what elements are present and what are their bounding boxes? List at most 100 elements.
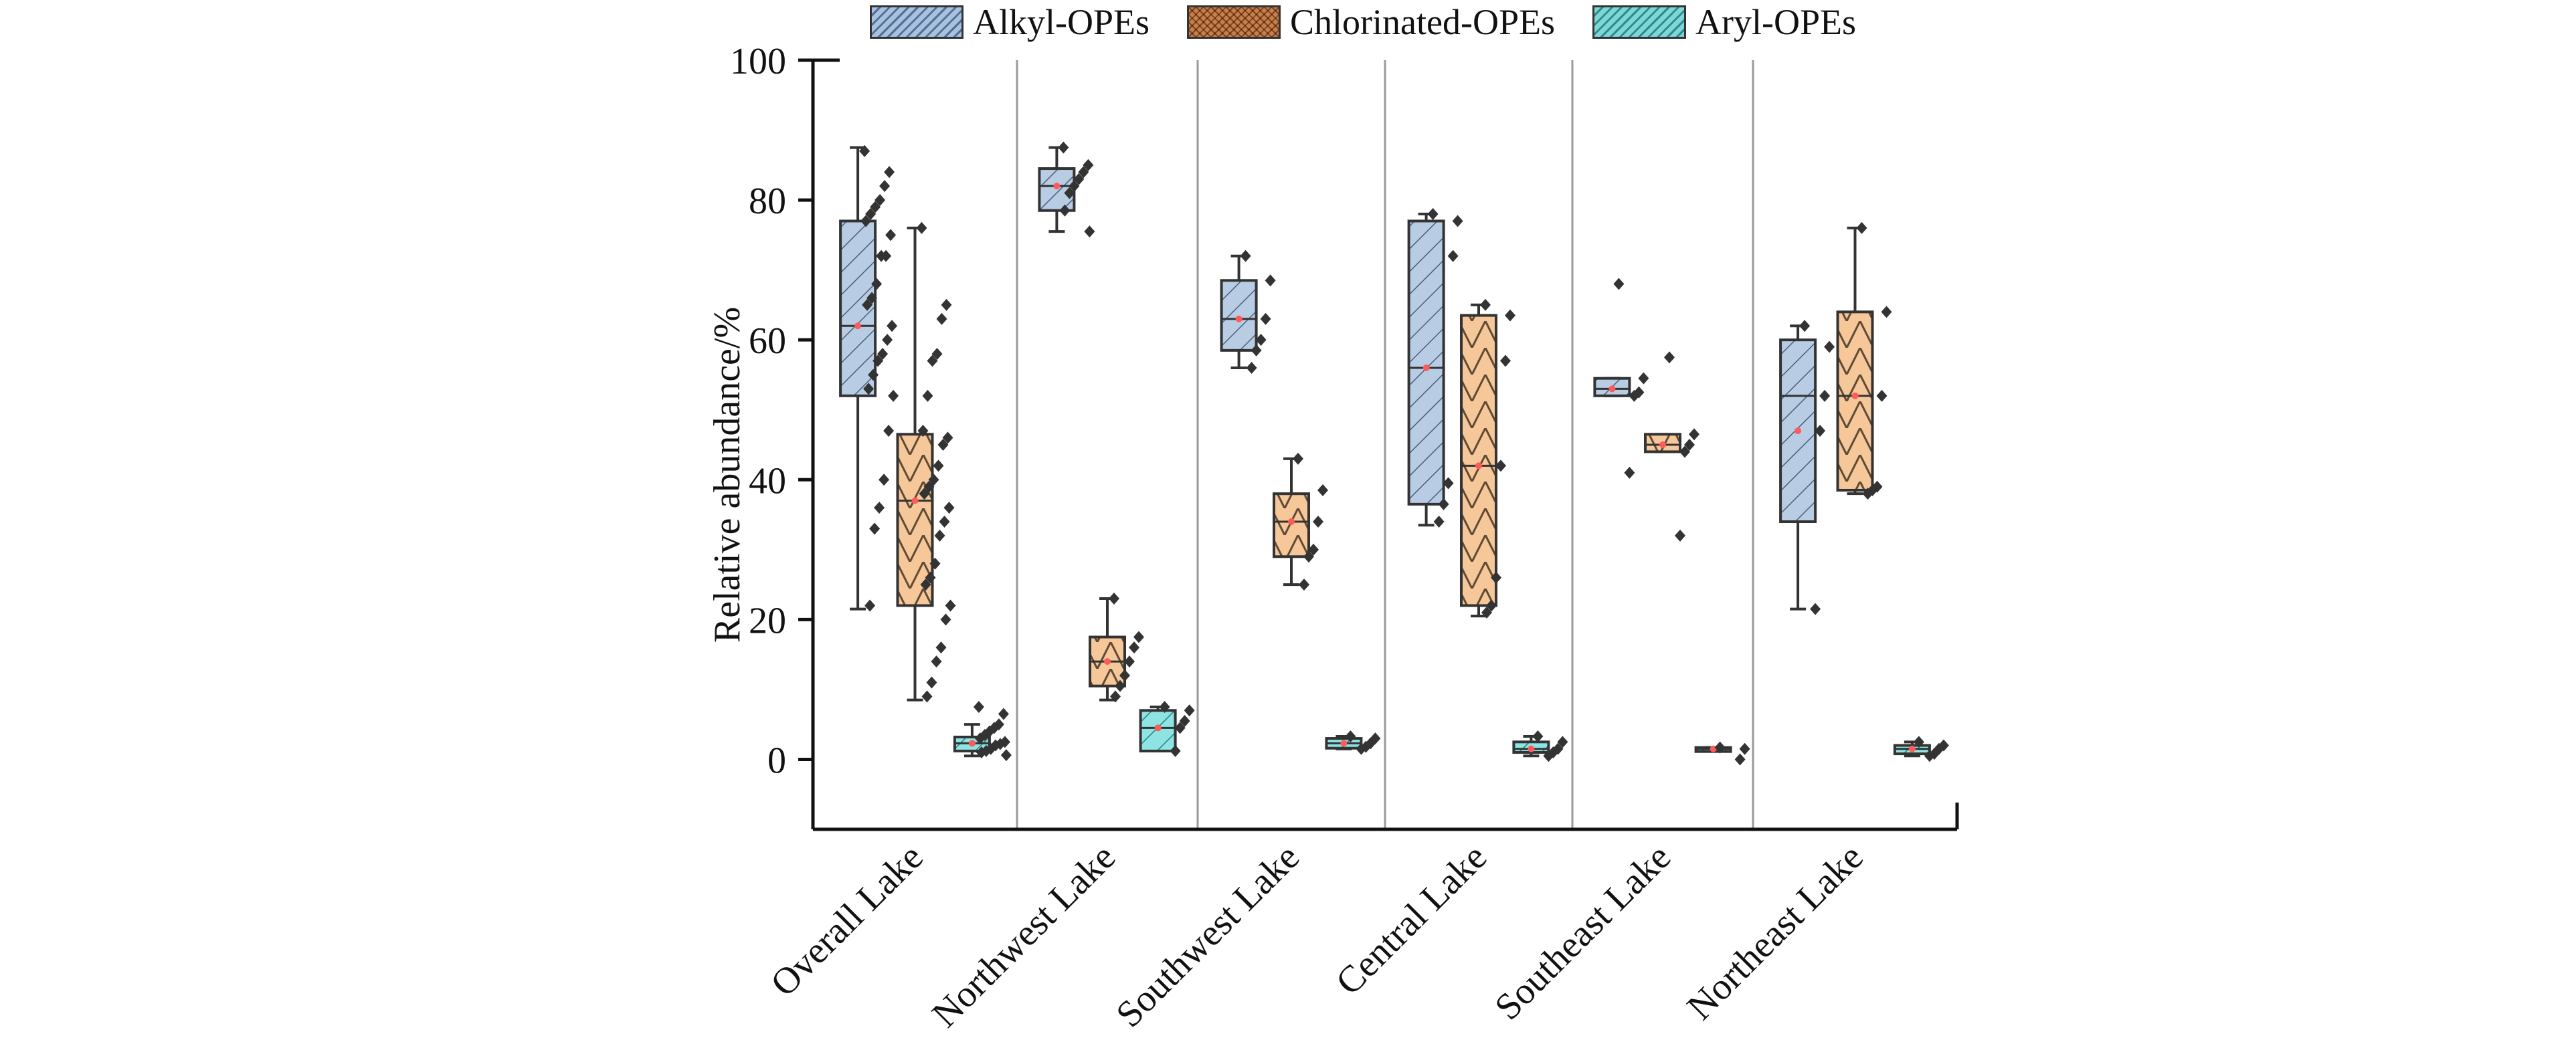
data-point [1689, 428, 1699, 441]
data-point [926, 676, 937, 689]
data-point [875, 194, 886, 207]
data-point [1629, 389, 1640, 402]
data-point [1924, 750, 1935, 762]
data-point [882, 334, 893, 346]
mean-marker [1053, 183, 1061, 190]
data-point [1064, 187, 1075, 199]
data-point [887, 320, 898, 332]
x-tick-label: Overall Lake [763, 836, 931, 1005]
mean-marker [1795, 427, 1802, 435]
x-tick-label: Northeast Lake [1679, 836, 1871, 1028]
data-point [936, 312, 947, 325]
data-point [1480, 298, 1491, 311]
data-point [1129, 641, 1139, 654]
data-point [919, 488, 930, 500]
data-point [1862, 488, 1873, 500]
legend-swatch-chlorinated [1187, 5, 1281, 39]
data-point [883, 425, 895, 437]
data-point [865, 208, 877, 220]
legend-swatch-aryl [1592, 5, 1686, 39]
data-point [1613, 278, 1625, 290]
box-0-2 [1220, 279, 1258, 352]
data-point [1819, 389, 1831, 402]
data-point [866, 292, 878, 304]
data-point [1500, 354, 1511, 367]
data-point [1452, 215, 1463, 227]
data-point [859, 144, 870, 157]
data-point [923, 480, 935, 493]
y-tick-label: 60 [749, 320, 786, 362]
data-point [940, 613, 951, 626]
data-point [933, 459, 944, 472]
legend-item-chlorinated: Chlorinated-OPEs [1187, 1, 1555, 43]
data-point [1438, 498, 1449, 510]
data-point [945, 599, 956, 612]
data-point [1084, 225, 1095, 238]
box-1-3 [1460, 314, 1497, 607]
data-point [1083, 159, 1094, 171]
data-point [922, 389, 933, 402]
mean-marker [1104, 658, 1111, 665]
data-point [874, 502, 885, 514]
data-point [879, 474, 890, 486]
data-point [1265, 274, 1276, 287]
data-point [871, 278, 883, 290]
data-point [1115, 680, 1125, 692]
data-point [1159, 701, 1170, 714]
data-point [937, 439, 949, 451]
legend-label-alkyl: Alkyl-OPEs [973, 2, 1150, 42]
data-point [1299, 579, 1309, 591]
legend-label-chlorinated: Chlorinated-OPEs [1290, 2, 1555, 42]
data-point [1303, 550, 1314, 563]
data-point [1059, 204, 1071, 217]
data-point [879, 180, 891, 193]
data-point [869, 522, 881, 535]
data-point [1308, 543, 1319, 556]
data-point [864, 599, 876, 612]
data-point [1356, 742, 1367, 755]
data-point [1913, 736, 1924, 748]
data-point [973, 701, 984, 714]
data-point [925, 571, 936, 584]
data-point [931, 348, 943, 360]
data-point [916, 221, 927, 234]
mean-marker [1908, 745, 1916, 752]
mean-marker [1422, 364, 1430, 371]
x-tick-label: Southeast Lake [1487, 836, 1679, 1028]
data-point [921, 690, 933, 703]
data-point [1679, 445, 1690, 458]
data-point [976, 746, 987, 758]
data-point [1799, 320, 1811, 332]
data-point [931, 655, 942, 668]
data-point [1443, 477, 1454, 490]
data-point [920, 579, 931, 591]
data-point [1505, 309, 1515, 322]
y-tick-label: 40 [749, 460, 786, 502]
data-point [1260, 312, 1271, 325]
data-point [1495, 459, 1506, 472]
data-point [1073, 173, 1085, 185]
data-point [928, 474, 939, 486]
data-point [1240, 249, 1251, 262]
mean-marker [1235, 315, 1243, 322]
data-point [927, 354, 938, 367]
mean-marker [1475, 462, 1482, 470]
data-point [939, 516, 950, 528]
y-tick-label: 100 [730, 41, 786, 82]
data-point [917, 425, 929, 437]
legend: Alkyl-OPEs Chlorinated-OPEs Aryl-OPEs [870, 0, 1856, 44]
data-point [974, 732, 986, 745]
data-point [1133, 631, 1144, 643]
data-point [860, 215, 872, 227]
data-point [1815, 425, 1826, 437]
y-tick-label: 20 [749, 600, 786, 641]
data-point [1293, 452, 1303, 465]
data-point [1532, 730, 1544, 742]
data-point [998, 708, 1009, 720]
data-point [1739, 742, 1750, 755]
x-tick-label: Southwest Lake [1108, 836, 1307, 1035]
data-point [1876, 389, 1888, 402]
x-tick-label: Central Lake [1328, 836, 1495, 1003]
data-point [1664, 351, 1675, 364]
